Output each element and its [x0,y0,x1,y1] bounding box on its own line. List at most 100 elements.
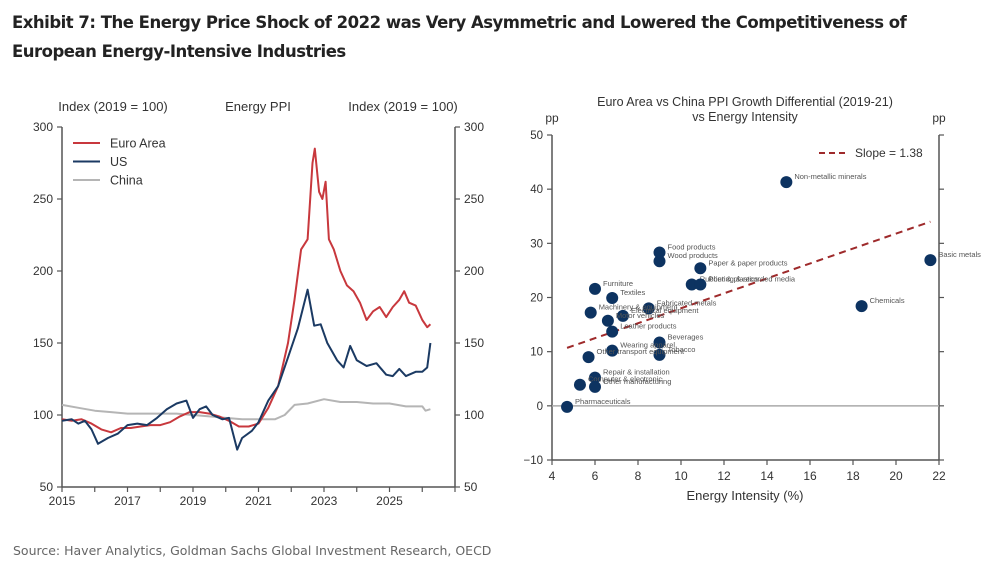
y-tick-label-right: 50 [464,480,478,494]
y-tick-label-right: 250 [464,192,484,206]
y-tick-label: 0 [537,401,543,413]
x-tick-label: 4 [549,469,556,483]
y-tick-label: −10 [523,455,543,467]
point-label: Food products [668,243,716,252]
point-label: Textiles [620,288,645,297]
x-tick-label: 10 [674,469,688,483]
point-label: Other transport equipment [597,347,685,356]
scatter-point [653,336,666,349]
y-tick-label: 50 [530,130,543,142]
legend-label: China [110,174,143,188]
chart-title-line-2: vs Energy Intensity [692,110,798,124]
point-label: Chemicals [870,296,905,305]
chart-title-line-1: Euro Area vs China PPI Growth Differenti… [597,95,893,109]
source-note: Source: Haver Analytics, Goldman Sachs G… [13,543,492,558]
point-label: Wearing apparel [620,341,675,350]
scatter-point [855,300,868,313]
x-tick-label: 2015 [49,494,76,508]
scatter-point [584,306,597,319]
left-axis-label: Index (2019 = 100) [58,99,168,114]
scatter-point [606,325,619,338]
scatter-point [653,246,666,259]
scatter-point [924,254,937,267]
point-label: Tobacco [668,345,696,354]
y-tick-label-left: 300 [33,120,53,134]
scatter-point [606,344,619,357]
scatter-point [653,255,666,268]
point-label: Non-metallic minerals [794,172,866,181]
y-tick-label-right: 150 [464,336,484,350]
point-label: Electrical equipment [631,306,699,315]
y-tick-label-left: 200 [33,264,53,278]
x-tick-label: 16 [803,469,817,483]
scatter-point [694,262,707,275]
point-label: Other manufacturing [603,377,671,386]
scatter-point [601,314,614,327]
point-label: Computer & electronic [588,375,662,384]
x-tick-label: 14 [760,469,774,483]
scatter-point [616,309,629,322]
x-tick-label: 2023 [311,494,338,508]
point-label: Wood products [668,251,719,260]
point-label: Rubber & plastics [700,275,759,284]
x-tick-label: 2025 [376,494,403,508]
legend-label: Euro Area [110,137,166,151]
trendline [566,220,931,349]
x-tick-label: 2017 [114,494,141,508]
energy-ppi-line-chart: Energy PPI Index (2019 = 100) Index (201… [33,99,484,508]
scatter-point [589,371,601,384]
scatter-point [642,302,655,315]
series-line-us [61,288,432,451]
x-tick-label: 12 [717,469,731,483]
point-label: Motor vehicles [616,311,665,320]
x-tick-label: 2021 [245,494,272,508]
scatter-point [561,400,574,413]
y-tick-label-left: 250 [33,192,53,206]
legend-label: US [110,155,127,169]
scatter-point [589,282,601,295]
right-axis-label: Index (2019 = 100) [348,99,458,114]
exhibit-title: Exhibit 7: The Energy Price Shock of 202… [12,13,907,61]
y-tick-label-left: 100 [33,408,53,422]
series-line-euro-area [61,147,432,434]
scatter-point [606,292,619,305]
x-tick-label: 20 [889,469,903,483]
x-axis-label: Energy Intensity (%) [686,488,803,503]
scatter-point [685,278,698,291]
x-tick-label: 22 [932,469,946,483]
point-label: Basic metals [938,250,981,259]
point-label: Furniture [603,279,633,288]
legend-label: Slope = 1.38 [855,146,923,160]
y-tick-label-left: 50 [40,480,54,494]
x-tick-label: 18 [846,469,860,483]
scatter-point [573,378,586,391]
point-label: Beverages [668,332,704,341]
y-tick-label-left: 150 [33,336,53,350]
point-label: Paper & paper products [708,258,787,267]
y-tick-label-right: 300 [464,120,484,134]
y-tick-label: 10 [530,347,543,359]
x-tick-label: 8 [635,469,642,483]
x-tick-label: 6 [592,469,599,483]
point-label: Pharmaceuticals [575,397,631,406]
scatter-point [653,348,666,361]
series-line-china [61,398,431,421]
point-label: Machinery & equipment [599,303,679,312]
y-tick-label-right: 100 [464,408,484,422]
left-axis-label: pp [545,111,559,125]
scatter-point [582,351,595,364]
point-label: Repair & installation [603,368,670,377]
y-tick-label: 20 [530,293,543,305]
point-label: Leather products [620,322,677,331]
y-tick-label: 40 [530,184,543,196]
y-tick-label: 30 [530,238,543,250]
right-axis-label: pp [932,111,946,125]
y-tick-label-right: 200 [464,264,484,278]
x-tick-label: 2019 [180,494,207,508]
scatter-point [780,176,793,189]
scatter-point [694,278,707,291]
point-label: Fabricated metals [657,298,717,307]
ppi-differential-scatter-chart: Euro Area vs China PPI Growth Differenti… [523,95,981,503]
point-label: Printing & recorded media [708,275,796,284]
scatter-point [589,380,601,393]
